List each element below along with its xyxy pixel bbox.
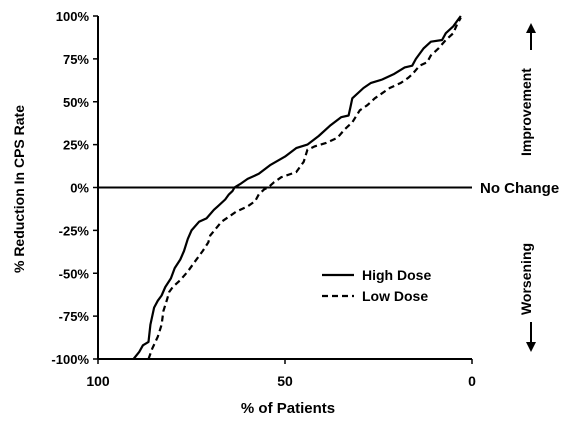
y-tick-label: 0%	[70, 181, 89, 196]
legend: High Dose Low Dose	[322, 267, 431, 304]
series-line-high-dose	[132, 15, 462, 360]
y-tick-label: -50%	[59, 266, 90, 281]
axis-ticks: 100% 75% 50% 25% 0% -25% -50% -75% -100% 100 50 0	[51, 9, 536, 389]
legend-label: Low Dose	[362, 288, 428, 304]
series-lines	[132, 15, 462, 360]
y-axis-title: % Reduction In CPS Rate	[11, 105, 27, 273]
y-tick-label: -25%	[59, 223, 90, 238]
y-tick-label: 50%	[63, 95, 89, 110]
worsening-arrow-icon	[526, 342, 536, 352]
y-tick-label: 75%	[63, 52, 89, 67]
x-tick-label: 50	[277, 373, 293, 389]
y-tick-label: -75%	[59, 309, 90, 324]
worsening-annotation: Worsening	[518, 243, 534, 315]
reference-line-label: No Change	[480, 180, 559, 197]
y-tick-label: 25%	[63, 138, 89, 153]
improvement-annotation: Improvement	[518, 68, 534, 156]
x-tick-label: 0	[468, 373, 476, 389]
y-tick-label: 100%	[56, 9, 90, 24]
improvement-arrow-icon	[526, 23, 536, 33]
x-axis-title: % of Patients	[241, 400, 335, 417]
series-line-low-dose	[147, 17, 462, 360]
x-tick-label: 100	[86, 373, 110, 389]
legend-label: High Dose	[362, 267, 431, 283]
y-tick-label: -100%	[51, 352, 89, 367]
